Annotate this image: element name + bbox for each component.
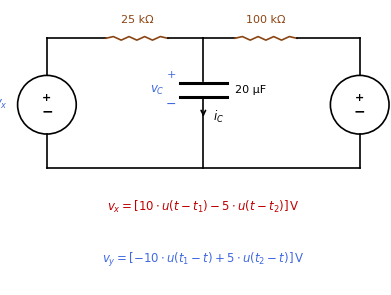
Text: $i_C$: $i_C$ [213,109,224,124]
Text: 20 μF: 20 μF [235,85,266,95]
Text: $v_x = [10 \cdot u(t - t_1) - 5 \cdot u(t - t_2)]\,\mathrm{V}$: $v_x = [10 \cdot u(t - t_1) - 5 \cdot u(… [107,199,300,214]
Text: +: + [355,93,364,103]
Text: $v_C$: $v_C$ [149,83,164,96]
Text: $v_x$: $v_x$ [0,98,8,111]
Text: −: − [354,104,366,118]
Text: 100 kΩ: 100 kΩ [246,15,286,25]
Text: +: + [42,93,52,103]
Text: −: − [41,104,53,118]
Text: 25 kΩ: 25 kΩ [120,15,153,25]
Text: $v_y = [-10 \cdot u(t_1 - t) + 5 \cdot u(t_2 - t)]\,\mathrm{V}$: $v_y = [-10 \cdot u(t_1 - t) + 5 \cdot u… [102,250,305,269]
Text: −: − [165,98,176,111]
Text: +: + [167,70,176,80]
